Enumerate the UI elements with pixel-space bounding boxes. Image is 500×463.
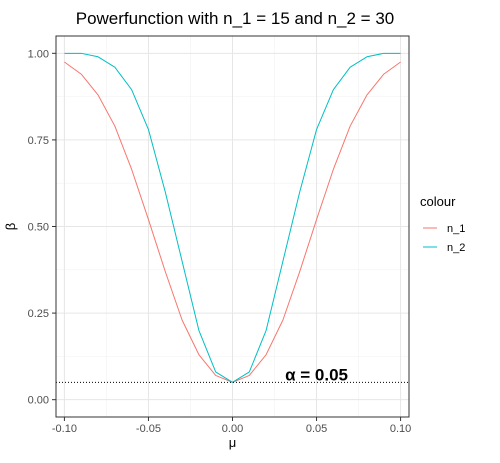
legend: colour n_1 n_2 — [420, 194, 465, 255]
y-tick-label: 0.00 — [28, 395, 49, 407]
x-axis-ticks: -0.10 -0.05 0.00 0.05 0.10 — [52, 417, 411, 435]
x-tick-label: 0.05 — [306, 423, 327, 435]
y-tick-label: 0.75 — [28, 135, 49, 147]
chart-title: Powerfunction with n_1 = 15 and n_2 = 30 — [76, 9, 395, 28]
x-tick-label: 0.00 — [222, 423, 243, 435]
series-lines — [64, 52, 401, 383]
legend-item-n-1: n_1 — [422, 220, 465, 236]
alpha-annotation: α = 0.05 — [285, 365, 348, 384]
x-tick-label: -0.05 — [136, 423, 161, 435]
x-axis-title: μ — [229, 435, 237, 450]
series-line-n-2 — [64, 52, 401, 383]
legend-title: colour — [420, 194, 456, 209]
legend-label: n_2 — [447, 242, 465, 254]
y-tick-label: 1.00 — [28, 48, 49, 60]
legend-item-n-2: n_2 — [422, 239, 465, 255]
legend-items: n_1 n_2 — [422, 220, 465, 255]
major-gridlines — [56, 36, 409, 417]
y-axis-ticks: 0.00 0.25 0.50 0.75 1.00 — [28, 48, 56, 407]
legend-label: n_1 — [447, 223, 465, 235]
x-tick-label: 0.10 — [390, 423, 411, 435]
y-tick-label: 0.25 — [28, 308, 49, 320]
y-tick-label: 0.50 — [28, 222, 49, 234]
y-axis-title: β — [3, 223, 18, 230]
x-tick-label: -0.10 — [52, 423, 77, 435]
plot-panel: α = 0.05 — [55, 35, 410, 418]
